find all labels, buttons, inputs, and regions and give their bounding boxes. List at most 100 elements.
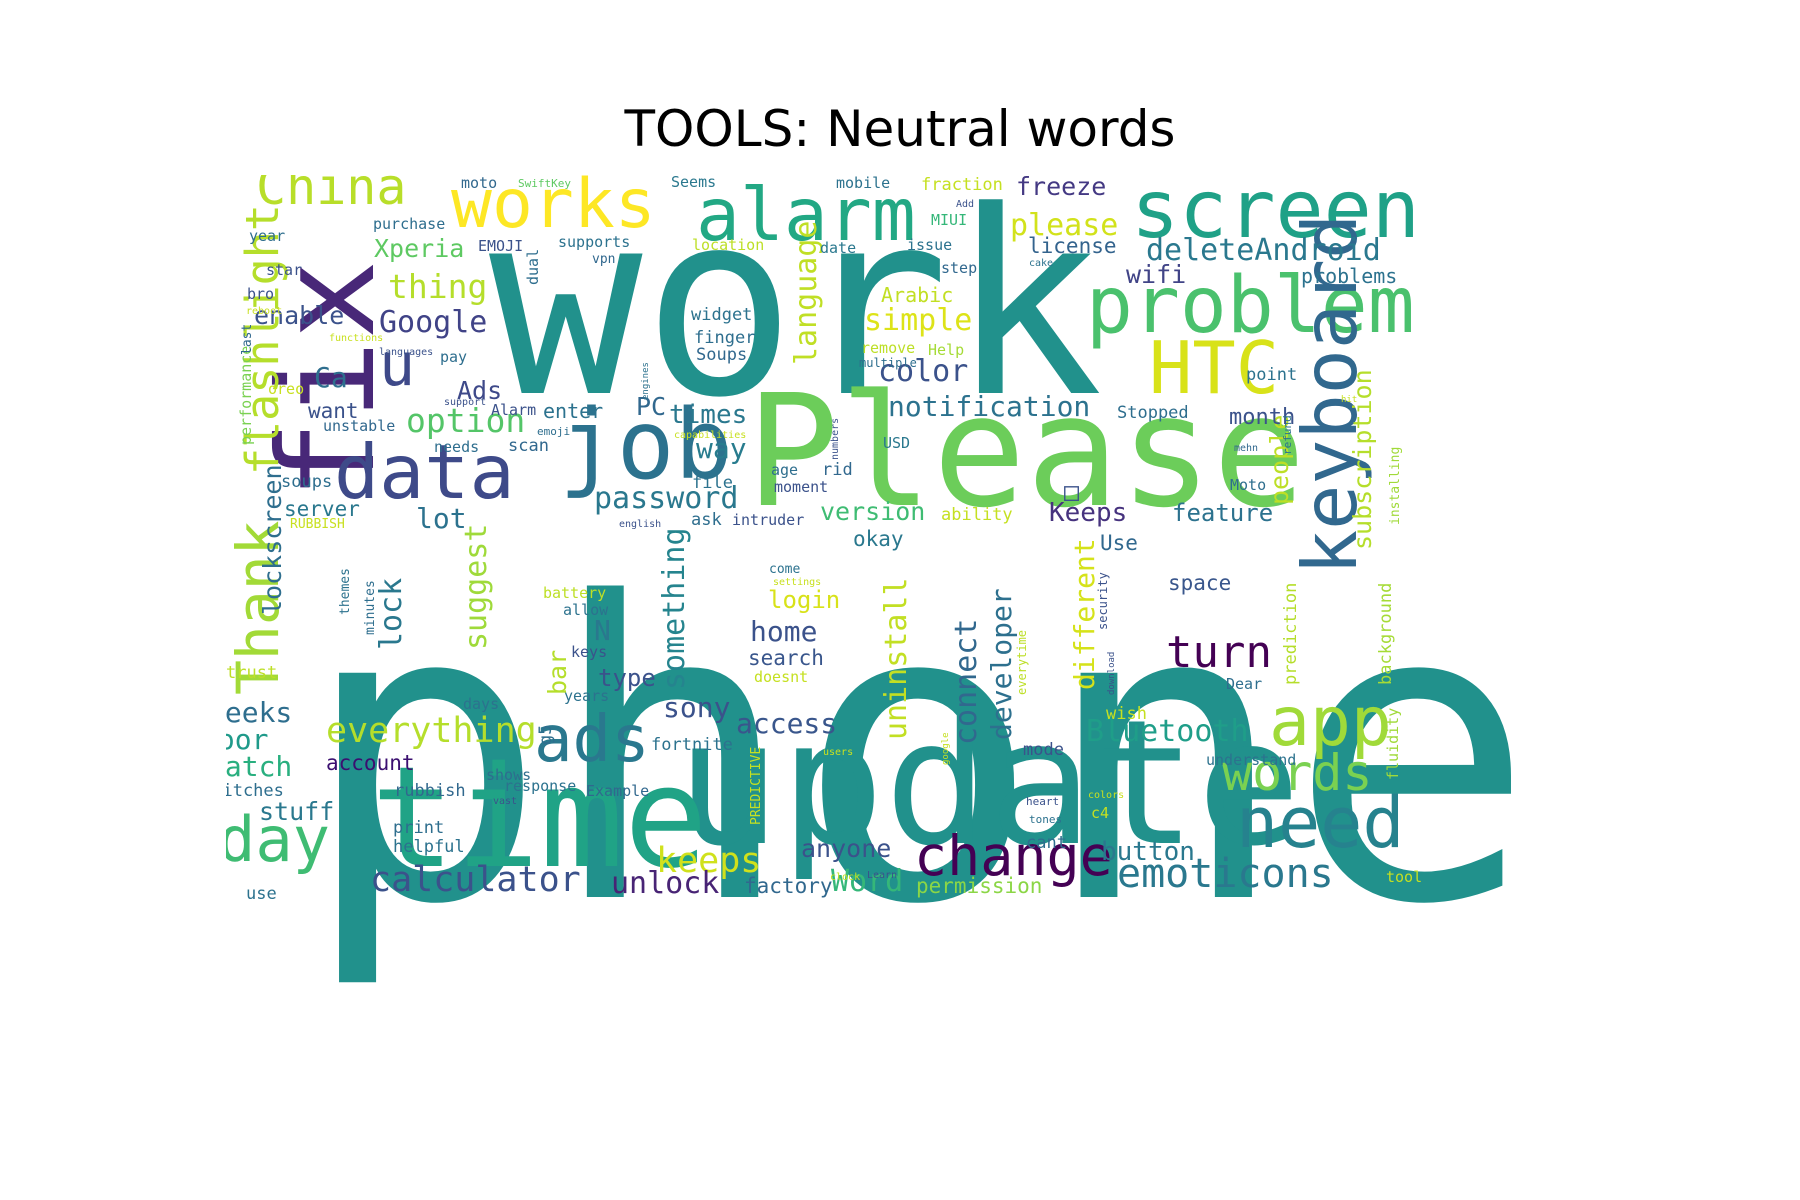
- word-ca: Ca: [314, 361, 348, 394]
- word-password: password: [594, 481, 739, 516]
- word-support: support: [444, 397, 486, 408]
- word-suggest: suggest: [459, 524, 494, 650]
- word-ads: ads: [534, 703, 650, 777]
- word-languages: languages: [379, 347, 433, 358]
- word-prediction: prediction: [1281, 583, 1301, 685]
- word-something: something: [657, 527, 692, 690]
- word-weeks: weeks: [226, 696, 292, 729]
- word-age: age: [771, 461, 798, 479]
- word-freeze: freeze: [1016, 175, 1106, 201]
- word-ask: ask: [691, 510, 722, 530]
- word-functions: functions: [329, 333, 383, 344]
- word-widget: widget: [691, 305, 752, 325]
- word-version: version: [820, 497, 925, 526]
- word-language: language: [789, 221, 824, 366]
- word-china: China: [256, 175, 407, 216]
- word-response: response: [504, 777, 576, 795]
- word-enable: enable: [254, 301, 344, 330]
- word-access: access: [736, 707, 837, 740]
- word-xperia: Xperia: [374, 234, 464, 263]
- word-location: location: [692, 236, 764, 254]
- word-wish: wish: [1106, 704, 1147, 724]
- word-deleteandroid: deleteAndroid: [1146, 233, 1381, 268]
- word-g5: g5: [536, 725, 556, 745]
- word-issue: issue: [907, 236, 952, 254]
- word-n: N: [594, 614, 611, 647]
- word-calculator: calculator: [370, 860, 581, 900]
- word-times: times: [669, 400, 747, 430]
- word-app: app: [1269, 683, 1392, 762]
- word-battery: battery: [543, 584, 606, 602]
- word-rubbish: rubbish: [394, 781, 466, 801]
- word-problem: problem: [1086, 261, 1415, 351]
- word-glitches: glitches: [226, 781, 284, 801]
- word-come: come: [769, 562, 800, 577]
- word-alarm: Alarm: [491, 401, 536, 419]
- word-thank: Thank: [226, 520, 292, 695]
- word-wifi: wifi: [1126, 260, 1186, 289]
- word-dual: dual: [524, 249, 542, 285]
- word-soups: soups: [281, 472, 332, 492]
- word-please: please: [1010, 208, 1118, 243]
- word-usd: USD: [883, 434, 910, 452]
- word-problems: problems: [1301, 264, 1397, 288]
- word-predictive: PREDICTIVE: [749, 747, 764, 825]
- word-words: words: [1222, 744, 1373, 802]
- word-keys: keys: [571, 643, 607, 661]
- word-day: day: [226, 803, 330, 876]
- word-english: english: [619, 519, 661, 530]
- word-subscription: subscription: [1348, 369, 1377, 550]
- word-lockscreen: lockscreen: [258, 464, 287, 615]
- word-job: job: [559, 389, 732, 501]
- word-years: years: [564, 687, 609, 705]
- word-rid: rid: [822, 460, 853, 480]
- word-type: type: [598, 664, 656, 692]
- word-search: search: [748, 646, 824, 670]
- word-allow: allow: [563, 601, 609, 619]
- word-button: button: [1101, 837, 1195, 867]
- word-login: login: [768, 586, 840, 614]
- word-mehn: mehn: [1234, 443, 1258, 454]
- word-helpful: helpful: [393, 837, 465, 857]
- word-flashlight: flashlight: [236, 204, 289, 475]
- word-scan: scan: [508, 436, 549, 456]
- word-watch: watch: [226, 750, 292, 783]
- word-please: Please: [746, 361, 1306, 542]
- word-installing: installing: [1388, 447, 1403, 525]
- word-account: account: [326, 751, 415, 775]
- word-people: people: [1265, 415, 1294, 505]
- word-license: license: [1028, 234, 1117, 258]
- word-keyboard: keyboard: [1286, 214, 1374, 575]
- word-work: work: [489, 175, 1103, 454]
- word-word: Word: [831, 864, 903, 899]
- word-tones: tones: [1029, 813, 1062, 826]
- word-unlock: unlock: [611, 866, 719, 901]
- word-notification: notification: [888, 390, 1090, 423]
- word-multiple: multiple: [859, 356, 917, 370]
- word-ads: Ads: [457, 376, 502, 405]
- word-intruder: intruder: [732, 511, 804, 529]
- word-phone: phone: [301, 516, 1535, 994]
- word-glyph: □: [1064, 477, 1079, 506]
- word-factory: factory: [744, 874, 833, 898]
- word-server: server: [284, 497, 360, 521]
- word-want: want: [308, 399, 359, 423]
- word-use: use: [246, 884, 277, 904]
- word-reboot: reboot: [246, 306, 282, 317]
- word-engines: engines: [641, 362, 651, 400]
- word-data: data: [334, 428, 515, 516]
- word-update: update: [676, 682, 1301, 884]
- word-hit: hit: [1341, 395, 1357, 405]
- word-need: need: [1236, 782, 1405, 864]
- word-year: year: [249, 227, 285, 245]
- word-moment: moment: [774, 478, 828, 496]
- word-screen: screen: [1131, 175, 1420, 256]
- word-colors: colors: [1088, 790, 1124, 801]
- word-users: users: [823, 747, 853, 758]
- word-fluidity: fluidity: [1384, 708, 1402, 780]
- word-doesnt: doesnt: [754, 668, 808, 686]
- word-home: home: [750, 615, 817, 648]
- word-permission: permission: [916, 874, 1042, 898]
- word-vast: vast: [493, 796, 517, 807]
